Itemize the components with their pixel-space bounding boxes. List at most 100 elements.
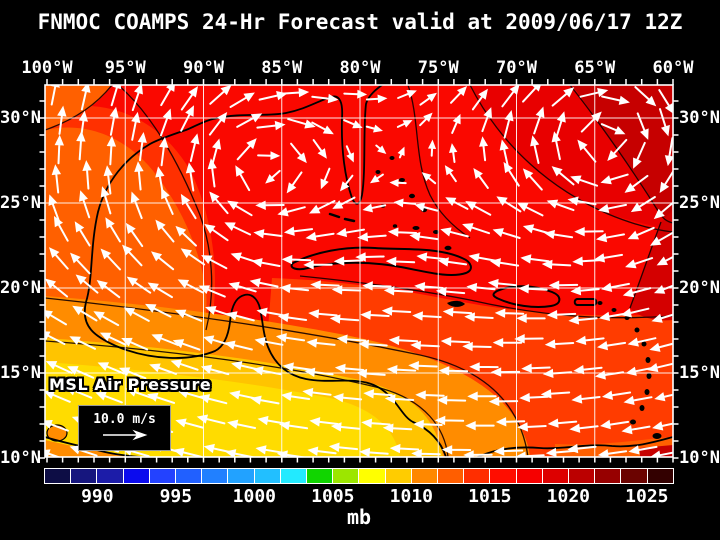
wind-speed-legend: 10.0 m/s <box>78 405 171 451</box>
wind-arrow <box>159 136 169 167</box>
wind-arrow <box>653 201 673 220</box>
wind-arrow <box>359 447 389 457</box>
axis-ticks <box>39 79 679 463</box>
wind-arrow <box>333 256 364 266</box>
wind-arrow <box>105 217 121 243</box>
island <box>409 193 415 199</box>
lat-label: 15°N <box>0 363 41 383</box>
wind-arrow <box>499 139 509 168</box>
coast-south-america <box>477 436 673 457</box>
wind-arrow <box>573 365 603 375</box>
wind-arrow <box>50 85 60 106</box>
wind-arrow <box>414 281 444 292</box>
wind-arrow <box>224 222 252 236</box>
wind-arrow <box>493 446 524 456</box>
wind-arrow <box>109 106 119 136</box>
wind-arrow <box>97 362 125 375</box>
colorbar-tick-label: 995 <box>159 486 193 507</box>
wind-arrow <box>569 423 599 433</box>
wind-arrow <box>57 105 67 135</box>
wind-arrow <box>650 450 673 457</box>
wind-arrow <box>328 442 359 452</box>
wind-arrow <box>419 92 437 106</box>
wind-arrow <box>251 258 281 268</box>
wind-arrow <box>492 228 521 239</box>
colorbar-segment <box>307 469 333 483</box>
wind-arrow <box>419 112 433 127</box>
lat-label: 30°N <box>0 108 41 128</box>
wind-arrow <box>360 310 390 320</box>
wind-arrow <box>450 85 468 104</box>
wind-arrow <box>442 307 473 317</box>
wind-arrow <box>649 231 673 246</box>
page-title: FNMOC COAMPS 24-Hr Forecast valid at 200… <box>37 10 683 34</box>
wind-arrow <box>471 88 488 111</box>
colorbar-tick-label: 1005 <box>311 486 355 507</box>
wind-arrow <box>236 113 263 128</box>
colorbar-segment <box>280 469 307 483</box>
island <box>645 357 651 363</box>
wind-arrow <box>428 139 437 157</box>
wind-arrow <box>70 252 91 275</box>
wind-arrow <box>518 284 548 294</box>
wind-arrow <box>79 190 91 219</box>
island <box>634 327 640 333</box>
wind-arrow <box>522 168 543 191</box>
colorbar-segment <box>569 469 595 483</box>
wind-arrow <box>355 252 385 262</box>
pressure-region-pacific <box>45 440 140 457</box>
island <box>611 308 617 312</box>
island <box>646 373 652 379</box>
wind-arrow <box>147 392 176 404</box>
colorbar-tick-label: 1010 <box>389 486 433 507</box>
wind-arrow <box>100 248 121 271</box>
wind-arrow <box>106 135 117 166</box>
wind-arrow <box>490 367 521 377</box>
wind-arrow <box>339 174 354 192</box>
florida-keys <box>328 212 356 223</box>
wind-arrow <box>567 196 597 206</box>
lon-label: 80°W <box>339 58 381 78</box>
wind-arrow <box>546 310 577 320</box>
lon-label: 70°W <box>496 58 537 78</box>
island <box>389 156 395 160</box>
wind-arrow <box>160 108 172 137</box>
wind-arrow <box>622 287 652 298</box>
wind-arrow <box>575 335 605 346</box>
island <box>412 226 420 230</box>
wind-arrow <box>542 368 573 379</box>
lat-label: 15°N <box>679 363 720 383</box>
wind-arrow <box>69 336 96 350</box>
colorbar-segment <box>123 469 149 483</box>
wind-arrow <box>533 106 545 135</box>
wind-arrow <box>551 166 575 186</box>
wind-arrow <box>384 394 415 404</box>
wind-arrow <box>308 309 338 319</box>
map-border <box>44 84 674 458</box>
wind-arrow <box>254 336 284 347</box>
wind-arrow <box>283 226 314 236</box>
wind-arrow <box>445 197 469 210</box>
wind-arrow <box>361 418 391 428</box>
wind-arrow <box>160 85 175 107</box>
wind-arrow <box>567 443 597 454</box>
wind-arrow <box>180 105 194 132</box>
wind-arrow <box>249 278 279 288</box>
wind-arrow <box>621 424 651 435</box>
colorbar-segment <box>97 469 123 483</box>
wind-arrow <box>100 186 112 215</box>
wind-arrow <box>625 257 654 269</box>
wind-arrow <box>434 415 465 426</box>
wind-arrow <box>551 131 561 161</box>
colorbar-tick-label: 1000 <box>232 486 276 507</box>
wind-arrow <box>279 87 310 98</box>
wind-arrow <box>151 251 175 271</box>
wind-arrow <box>440 227 469 238</box>
wind-arrow <box>304 367 334 377</box>
colorbar-segment <box>595 469 621 483</box>
wind-arrow <box>598 203 627 213</box>
wind-arrow <box>600 123 626 135</box>
wind-arrow <box>382 423 413 433</box>
wind-arrow <box>462 223 491 235</box>
